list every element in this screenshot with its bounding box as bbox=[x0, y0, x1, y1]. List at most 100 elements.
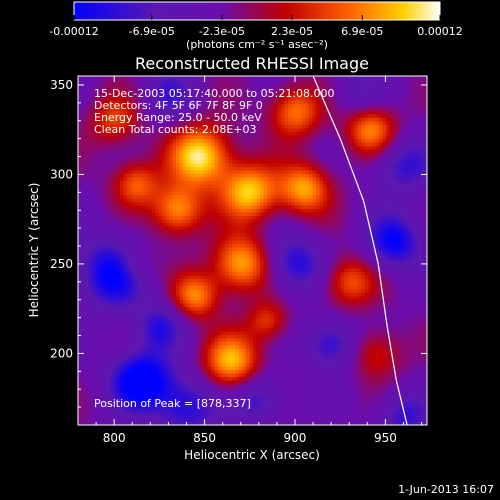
heatmap-cell bbox=[253, 142, 257, 147]
heatmap-cell bbox=[263, 244, 268, 248]
heatmap-cell bbox=[274, 132, 278, 136]
heatmap-cell bbox=[319, 174, 324, 178]
heatmap-cell bbox=[85, 153, 89, 157]
heatmap-cell bbox=[85, 216, 89, 220]
heatmap-cell bbox=[211, 195, 215, 199]
heatmap-cell bbox=[253, 230, 257, 234]
heatmap-cell bbox=[239, 90, 243, 94]
heatmap-cell bbox=[109, 118, 114, 122]
heatmap-cell bbox=[361, 83, 366, 87]
heatmap-cell bbox=[414, 121, 418, 126]
heatmap-cell bbox=[106, 107, 110, 112]
heatmap-cell bbox=[239, 149, 243, 154]
heatmap-cell bbox=[218, 121, 222, 126]
heatmap-cell bbox=[330, 209, 334, 213]
heatmap-cell bbox=[386, 132, 390, 136]
heatmap-cell bbox=[347, 226, 352, 231]
heatmap-cell bbox=[365, 160, 369, 164]
heatmap-cell bbox=[319, 125, 324, 129]
heatmap-cell bbox=[78, 104, 82, 108]
heatmap-cell bbox=[102, 188, 107, 192]
heatmap-cell bbox=[344, 188, 348, 192]
heatmap-cell bbox=[242, 135, 247, 140]
heatmap-cell bbox=[246, 146, 250, 150]
heatmap-cell bbox=[386, 195, 390, 199]
heatmap-cell bbox=[197, 174, 201, 178]
heatmap-cell bbox=[309, 167, 313, 171]
heatmap-cell bbox=[421, 149, 425, 154]
heatmap-cell bbox=[155, 198, 159, 203]
heatmap-cell bbox=[333, 156, 338, 161]
heatmap-cell bbox=[120, 177, 124, 182]
heatmap-cell bbox=[407, 142, 411, 147]
heatmap-cell bbox=[141, 125, 145, 129]
heatmap-cell bbox=[116, 121, 121, 126]
heatmap-cell bbox=[106, 233, 110, 238]
heatmap-cell bbox=[305, 139, 310, 143]
heatmap-cell bbox=[410, 114, 415, 119]
heatmap-cell bbox=[232, 174, 236, 178]
heatmap-cell bbox=[333, 226, 338, 231]
heatmap-cell bbox=[197, 86, 201, 91]
heatmap-cell bbox=[277, 86, 282, 91]
heatmap-cell bbox=[130, 160, 135, 164]
heatmap-cell bbox=[193, 181, 198, 185]
heatmap-cell bbox=[127, 153, 131, 157]
heatmap-cell bbox=[330, 76, 334, 80]
heatmap-cell bbox=[347, 237, 352, 241]
heatmap-cell bbox=[106, 128, 110, 133]
heatmap-cell bbox=[421, 93, 425, 98]
heatmap-cell bbox=[190, 198, 194, 203]
heatmap-cell bbox=[165, 132, 170, 136]
heatmap-cell bbox=[158, 174, 163, 178]
heatmap-cell bbox=[393, 230, 397, 234]
heatmap-cell bbox=[281, 216, 285, 220]
heatmap-cell bbox=[326, 216, 331, 220]
heatmap-cell bbox=[120, 195, 124, 199]
heatmap-cell bbox=[393, 149, 397, 154]
heatmap-cell bbox=[228, 177, 233, 182]
heatmap-cell bbox=[319, 114, 324, 119]
heatmap-cell bbox=[204, 167, 208, 171]
heatmap-cell bbox=[211, 247, 215, 252]
heatmap-cell bbox=[379, 181, 383, 185]
heatmap-cell bbox=[396, 79, 401, 84]
heatmap-cell bbox=[326, 114, 331, 119]
heatmap-cell bbox=[319, 247, 324, 252]
heatmap-cell bbox=[116, 76, 121, 80]
heatmap-cell bbox=[179, 114, 184, 119]
heatmap-cell bbox=[116, 163, 121, 168]
heatmap-cell bbox=[284, 202, 289, 206]
heatmap-cell bbox=[155, 132, 159, 136]
heatmap-cell bbox=[242, 233, 247, 238]
heatmap-cell bbox=[316, 170, 320, 175]
heatmap-cell bbox=[204, 170, 208, 175]
heatmap-cell bbox=[309, 139, 313, 143]
heatmap-cell bbox=[351, 202, 355, 206]
heatmap-cell bbox=[169, 170, 173, 175]
heatmap-cell bbox=[214, 174, 219, 178]
heatmap-cell bbox=[295, 153, 299, 157]
heatmap-cell bbox=[295, 118, 299, 122]
heatmap-cell bbox=[365, 132, 369, 136]
heatmap-cell bbox=[274, 233, 278, 238]
heatmap-cell bbox=[316, 174, 320, 178]
heatmap-cell bbox=[186, 97, 191, 101]
heatmap-cell bbox=[218, 181, 222, 185]
heatmap-cell bbox=[169, 146, 173, 150]
heatmap-cell bbox=[281, 205, 285, 210]
heatmap-cell bbox=[389, 240, 394, 245]
heatmap-cell bbox=[361, 188, 366, 192]
heatmap-cell bbox=[246, 240, 250, 245]
heatmap-cell bbox=[116, 223, 121, 227]
heatmap-cell bbox=[155, 240, 159, 245]
heatmap-cell bbox=[242, 153, 247, 157]
heatmap-cell bbox=[78, 209, 82, 213]
heatmap-cell bbox=[365, 107, 369, 112]
heatmap-cell bbox=[344, 163, 348, 168]
heatmap-cell bbox=[120, 76, 124, 80]
heatmap-cell bbox=[267, 163, 271, 168]
heatmap-cell bbox=[207, 216, 212, 220]
heatmap-cell bbox=[351, 244, 355, 248]
heatmap-cell bbox=[368, 93, 373, 98]
